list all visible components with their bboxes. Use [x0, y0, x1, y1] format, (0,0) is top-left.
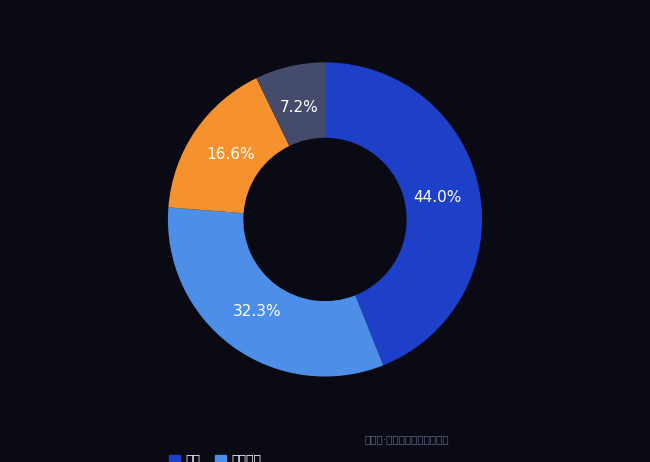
Text: 16.6%: 16.6%: [206, 147, 255, 163]
Wedge shape: [325, 62, 482, 365]
Wedge shape: [256, 62, 325, 146]
Wedge shape: [168, 78, 289, 213]
Legend: 京东, 天猫淘宝: 京东, 天猫淘宝: [164, 450, 266, 462]
Text: 公众号·夏恒消费大数据实验室: 公众号·夏恒消费大数据实验室: [364, 434, 448, 444]
Text: 7.2%: 7.2%: [280, 100, 318, 115]
Text: 44.0%: 44.0%: [413, 190, 462, 205]
Text: 32.3%: 32.3%: [233, 304, 281, 319]
Wedge shape: [168, 207, 384, 377]
